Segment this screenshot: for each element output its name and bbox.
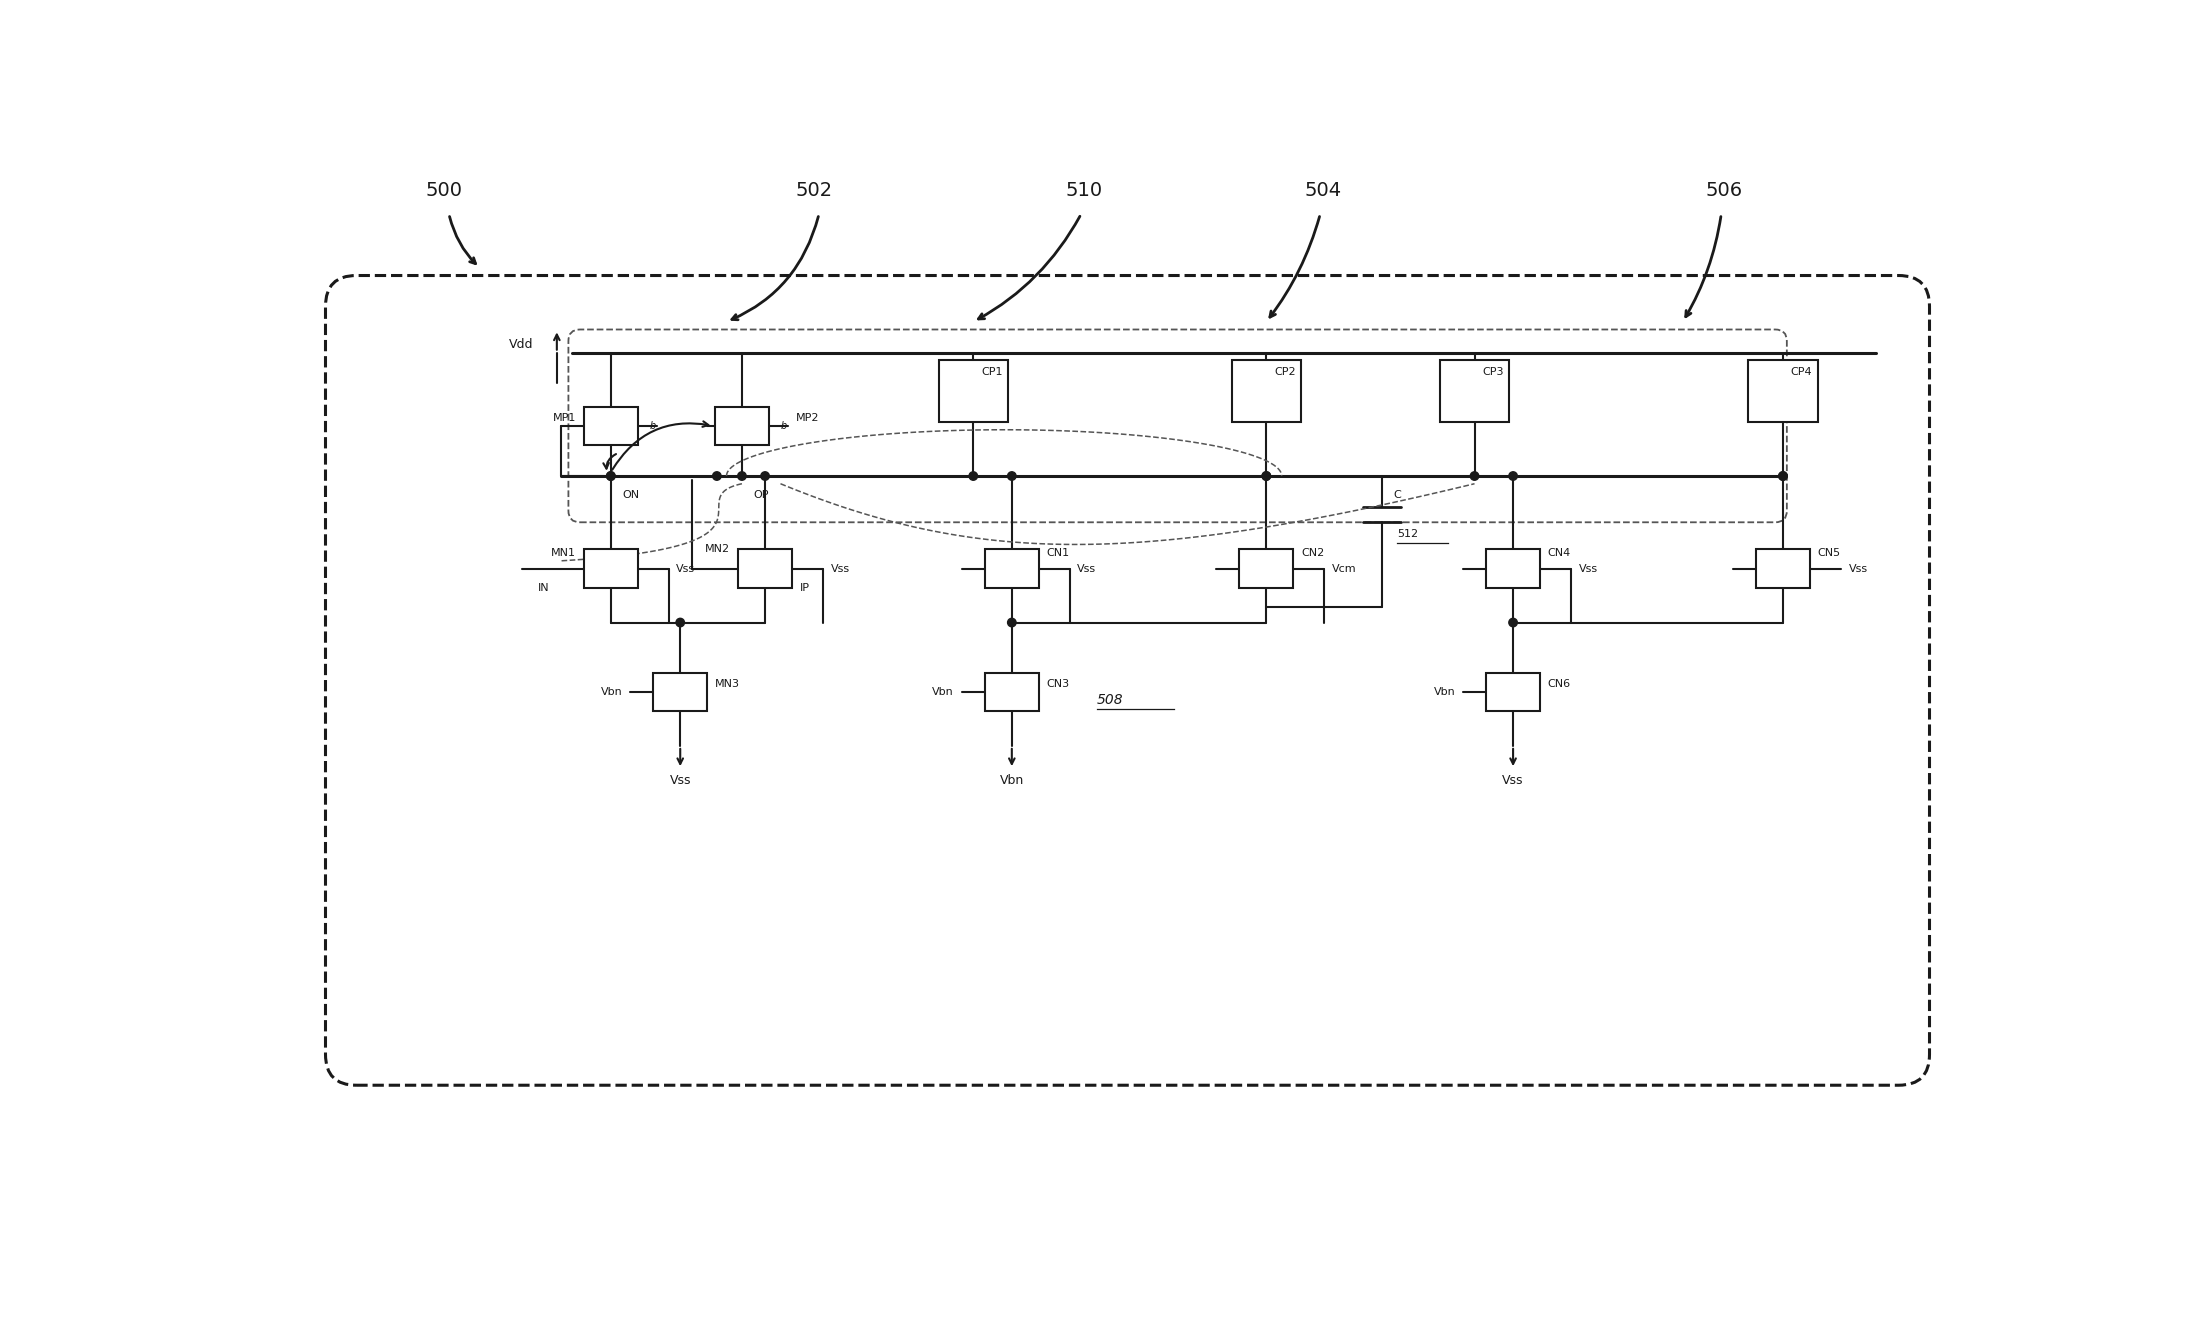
Bar (1439, 361, 1509, 422)
Text: MP2: MP2 (796, 413, 818, 424)
FancyBboxPatch shape (326, 276, 1929, 1086)
Bar (1485, 549, 1540, 587)
Text: MN1: MN1 (552, 549, 576, 558)
Text: CN2: CN2 (1300, 549, 1324, 558)
Circle shape (675, 618, 684, 627)
Text: 508: 508 (1096, 693, 1124, 707)
Bar (1756, 549, 1811, 587)
Text: ON: ON (623, 490, 640, 501)
Text: Vbn: Vbn (601, 687, 623, 697)
FancyBboxPatch shape (568, 329, 1786, 522)
Text: CN5: CN5 (1817, 549, 1841, 558)
Text: OP: OP (752, 490, 770, 501)
Text: IP: IP (801, 583, 810, 593)
Circle shape (1008, 472, 1016, 481)
Text: 506: 506 (1705, 181, 1742, 200)
Bar (1232, 361, 1300, 422)
Bar (986, 549, 1038, 587)
Circle shape (607, 472, 616, 481)
Bar (986, 673, 1038, 711)
Bar (715, 406, 770, 445)
Text: CN3: CN3 (1047, 679, 1069, 689)
Bar (737, 549, 792, 587)
Circle shape (1470, 472, 1478, 481)
Text: 510: 510 (1065, 181, 1102, 200)
Bar (1485, 673, 1540, 711)
Circle shape (713, 472, 722, 481)
Text: C: C (1393, 490, 1401, 501)
Text: Vdd: Vdd (508, 338, 535, 352)
Text: CN4: CN4 (1549, 549, 1571, 558)
Text: 500: 500 (427, 181, 462, 200)
Circle shape (737, 472, 746, 481)
Circle shape (761, 472, 770, 481)
Text: MP1: MP1 (552, 413, 576, 424)
Circle shape (968, 472, 977, 481)
Text: Vcm: Vcm (1331, 563, 1357, 574)
Text: Vss: Vss (675, 563, 695, 574)
Text: CN6: CN6 (1549, 679, 1571, 689)
Text: 504: 504 (1305, 181, 1342, 200)
Circle shape (1509, 618, 1518, 627)
Text: 512: 512 (1397, 529, 1419, 539)
Text: Vss: Vss (1848, 563, 1868, 574)
Text: 502: 502 (796, 181, 834, 200)
Text: Vbn: Vbn (999, 774, 1023, 787)
Text: Vbn: Vbn (1434, 687, 1454, 697)
Bar (939, 361, 1008, 422)
Text: MN2: MN2 (706, 545, 730, 554)
Circle shape (1780, 472, 1786, 481)
Text: Vss: Vss (1503, 774, 1525, 787)
Text: CP2: CP2 (1274, 366, 1296, 377)
Text: CN1: CN1 (1047, 549, 1069, 558)
Circle shape (1509, 472, 1518, 481)
Text: CP3: CP3 (1483, 366, 1505, 377)
Text: Vss: Vss (832, 563, 849, 574)
Text: CP1: CP1 (981, 366, 1003, 377)
Bar (1239, 549, 1294, 587)
Circle shape (1263, 472, 1272, 481)
Circle shape (607, 472, 616, 481)
Text: Vbn: Vbn (933, 687, 955, 697)
Circle shape (1008, 618, 1016, 627)
Bar (653, 673, 706, 711)
Text: b: b (781, 421, 788, 430)
Circle shape (1263, 472, 1272, 481)
Text: IN: IN (537, 583, 550, 593)
Text: MN3: MN3 (715, 679, 739, 689)
Text: Vss: Vss (1580, 563, 1597, 574)
Text: Vss: Vss (1078, 563, 1096, 574)
Bar (1749, 361, 1817, 422)
Bar (583, 549, 638, 587)
Text: CP4: CP4 (1791, 366, 1813, 377)
Text: Vss: Vss (669, 774, 691, 787)
Circle shape (1780, 472, 1786, 481)
Text: b: b (649, 421, 656, 430)
Bar (583, 406, 638, 445)
